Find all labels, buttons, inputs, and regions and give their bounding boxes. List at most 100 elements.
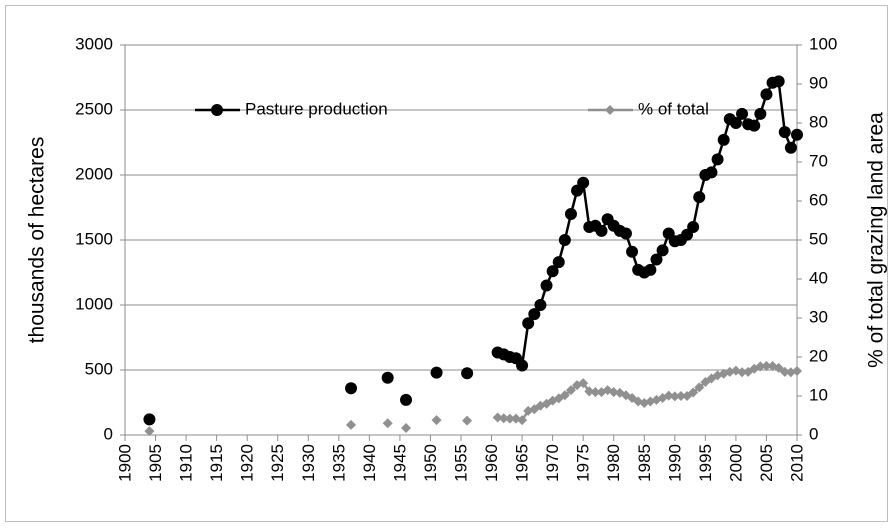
data-marker bbox=[669, 391, 680, 402]
legend-marker bbox=[605, 105, 615, 115]
x-tick-label: 1980 bbox=[604, 444, 623, 482]
data-marker bbox=[522, 317, 535, 330]
y2-tick-label: 20 bbox=[809, 346, 828, 365]
data-marker bbox=[400, 393, 413, 406]
y2-tick-label: 100 bbox=[809, 34, 837, 53]
y2-axis-title: % of total grazing land area bbox=[865, 112, 888, 368]
y-tick-label: 500 bbox=[85, 359, 113, 378]
data-marker bbox=[516, 359, 529, 372]
data-marker bbox=[577, 176, 590, 189]
data-marker bbox=[656, 244, 669, 257]
data-marker bbox=[792, 366, 802, 377]
data-marker bbox=[737, 367, 748, 378]
data-marker bbox=[626, 245, 639, 258]
data-marker bbox=[382, 418, 393, 429]
data-marker bbox=[619, 227, 632, 240]
legend-label: Pasture production bbox=[245, 99, 388, 118]
data-marker bbox=[381, 371, 394, 384]
data-marker bbox=[564, 208, 577, 220]
y-tick-label: 2000 bbox=[75, 164, 113, 183]
data-marker bbox=[558, 234, 571, 246]
y-tick-label: 0 bbox=[104, 424, 113, 443]
data-marker bbox=[693, 191, 706, 204]
x-tick-label: 1910 bbox=[177, 444, 196, 482]
data-marker bbox=[694, 382, 705, 393]
data-marker bbox=[504, 413, 515, 424]
chart-frame bbox=[5, 5, 888, 522]
data-marker bbox=[778, 126, 791, 139]
data-marker bbox=[772, 75, 785, 88]
x-tick-label: 1950 bbox=[421, 444, 440, 482]
data-marker bbox=[675, 391, 686, 401]
y2-tick-label: 0 bbox=[809, 424, 818, 443]
y2-tick-label: 80 bbox=[809, 112, 828, 131]
data-marker bbox=[345, 382, 358, 395]
data-marker bbox=[748, 119, 761, 132]
data-marker bbox=[644, 263, 657, 276]
data-marker bbox=[791, 128, 803, 141]
y-tick-label: 2500 bbox=[75, 99, 113, 118]
data-marker bbox=[461, 367, 474, 380]
legend-label: % of total bbox=[638, 99, 709, 118]
x-tick-label: 1940 bbox=[360, 444, 379, 482]
data-marker bbox=[687, 221, 700, 233]
data-marker bbox=[565, 385, 576, 396]
data-marker bbox=[431, 415, 442, 426]
y-tick-label: 3000 bbox=[75, 34, 113, 53]
data-marker bbox=[430, 366, 443, 379]
data-marker bbox=[755, 361, 766, 372]
data-marker bbox=[711, 153, 724, 166]
x-tick-label: 1960 bbox=[482, 444, 501, 482]
data-marker bbox=[462, 415, 473, 426]
data-marker bbox=[559, 390, 570, 401]
x-tick-label: 2000 bbox=[726, 444, 745, 482]
data-marker bbox=[552, 256, 565, 269]
data-marker bbox=[705, 166, 718, 179]
y-tick-label: 1000 bbox=[75, 294, 113, 313]
x-tick-label: 1995 bbox=[696, 444, 715, 482]
x-tick-label: 1905 bbox=[146, 444, 165, 482]
data-marker bbox=[401, 422, 412, 433]
data-marker bbox=[608, 387, 619, 398]
x-tick-label: 1955 bbox=[451, 444, 470, 482]
y2-tick-label: 50 bbox=[809, 229, 828, 248]
data-marker bbox=[546, 265, 559, 278]
data-marker bbox=[663, 390, 674, 401]
x-tick-label: 1990 bbox=[665, 444, 684, 482]
data-marker bbox=[346, 419, 357, 430]
y2-tick-label: 10 bbox=[809, 385, 828, 404]
y2-tick-label: 40 bbox=[809, 268, 828, 287]
x-tick-label: 1945 bbox=[390, 444, 409, 482]
y-tick-label: 1500 bbox=[75, 229, 113, 248]
x-tick-label: 1925 bbox=[268, 444, 287, 482]
x-tick-label: 1930 bbox=[299, 444, 318, 482]
data-marker bbox=[779, 366, 790, 377]
data-marker bbox=[688, 387, 699, 398]
data-marker bbox=[578, 378, 589, 389]
data-marker bbox=[144, 426, 155, 437]
x-tick-label: 1920 bbox=[238, 444, 257, 482]
x-tick-label: 1900 bbox=[115, 444, 134, 482]
data-marker bbox=[534, 299, 547, 311]
y2-tick-label: 60 bbox=[809, 190, 828, 209]
data-marker bbox=[761, 360, 772, 371]
x-tick-label: 2005 bbox=[757, 444, 776, 482]
data-marker bbox=[143, 413, 156, 426]
data-marker bbox=[717, 133, 730, 146]
data-marker bbox=[498, 413, 509, 424]
x-tick-label: 1975 bbox=[574, 444, 593, 482]
x-tick-label: 1965 bbox=[513, 444, 532, 482]
y2-tick-label: 30 bbox=[809, 307, 828, 326]
x-tick-label: 2010 bbox=[787, 444, 806, 482]
y-axis-title: thousands of hectares bbox=[26, 137, 49, 344]
data-marker bbox=[517, 415, 528, 426]
data-marker bbox=[528, 308, 541, 321]
data-marker bbox=[736, 107, 749, 120]
data-marker bbox=[754, 107, 767, 120]
legend-marker bbox=[211, 104, 223, 116]
data-marker bbox=[650, 253, 663, 266]
data-marker bbox=[773, 362, 784, 373]
x-tick-label: 1935 bbox=[329, 444, 348, 482]
data-marker bbox=[729, 117, 742, 129]
